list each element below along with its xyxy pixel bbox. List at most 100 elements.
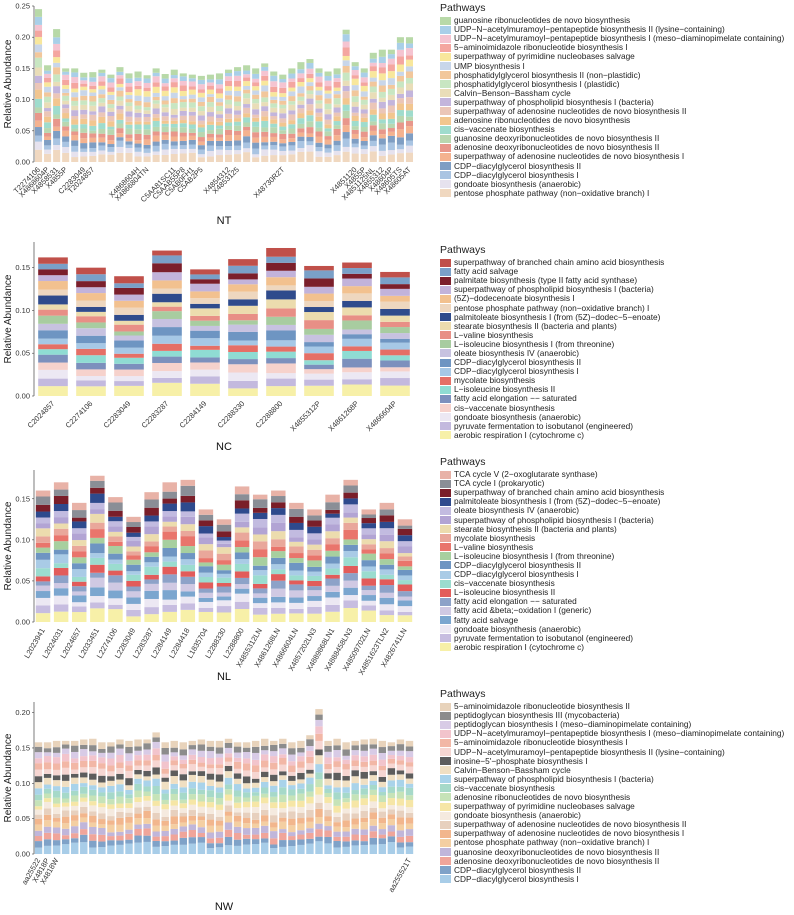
bar-segment [242,812,251,819]
bar-segment [98,72,106,77]
legend-swatch [440,394,451,403]
bar-segment [35,44,43,53]
bar-segment [252,94,260,100]
bar-segment [324,93,332,99]
bar-segment [134,824,142,829]
legend-item: gondoate biosynthesis (anaerobic) [440,811,792,820]
bar-segment [34,836,43,842]
bar-segment [233,742,242,747]
bar-segment [252,137,260,143]
bar-segment [324,128,332,132]
legend-item: UMP biosynthesis I [440,61,792,71]
bar-segment [190,357,220,363]
bar-segment [34,824,43,831]
bar-segment [43,832,52,840]
legend-swatch [440,25,451,34]
bar-segment [234,118,242,122]
bar-segment [233,784,242,791]
bar-segment [198,520,214,527]
bar-segment [396,42,404,50]
bar-segment [369,844,377,854]
bar-segment [76,311,106,317]
bar-segment [243,104,251,108]
legend-item: guanosine ribonucleotides de novo biosyn… [440,16,792,25]
bar-segment [369,825,377,832]
bar-segment [62,104,70,109]
bar-segment [361,509,376,515]
x-tick-label: C2024857 [26,399,57,430]
bar-segment [288,789,296,796]
bar-segment [333,792,341,800]
bar-segment [270,822,278,828]
bar-segment [378,144,386,151]
bar-segment [89,785,97,790]
bar-segment [152,371,182,378]
bar-segment [80,772,88,778]
bar-segment [380,271,410,278]
bar-segment [342,367,372,373]
bar-segment [107,780,115,786]
bar-segment [134,100,142,106]
bar-segment [198,611,214,622]
bar-segment [342,146,350,152]
bar-segment [161,126,169,133]
bar-segment [89,801,97,806]
bar-segment [343,504,358,513]
bar-segment [380,333,410,339]
y-tick-label: 0.00 [15,618,30,627]
bar-segment [234,601,250,609]
bar-segment [378,101,386,109]
bar-segment [161,107,169,113]
bar-segment [351,783,359,791]
bar-segment [72,595,87,603]
bar-segment [52,786,61,791]
bar-segment [360,149,368,155]
bar-segment [261,91,269,98]
bar-segment [126,536,141,542]
bar-segment [107,799,115,805]
bar-segment [369,794,377,802]
legend-label: superpathway of adenosine nucleotides de… [454,152,685,162]
bar-segment [162,547,177,557]
legend-item: cis−vaccenate biosynthesis [440,579,792,588]
legend-item: UDP−N−acetylmuramoyl−pentapeptide biosyn… [440,729,792,738]
bar-segment [380,367,410,372]
bar-segment [71,838,79,843]
bar-segment [288,128,296,134]
bar-segment [342,98,350,105]
bar-segment [170,145,178,149]
bar-segment [234,145,242,151]
bar-segment [134,746,142,751]
bar-segment [144,507,159,516]
bar-segment [71,801,79,806]
bar-segment [396,37,404,43]
bar-segment [116,96,124,101]
bar-segment [143,91,151,97]
bar-segment [271,569,286,575]
bar-segment [324,131,332,137]
bar-segment [188,745,197,750]
bar-segment [98,768,106,776]
bar-segment [126,616,141,622]
bar-segment [396,764,405,771]
bar-segment [134,765,142,770]
legend-swatch [440,543,451,552]
bar-segment [266,378,296,387]
bar-segment [71,773,79,778]
bar-segment [252,570,268,576]
bar-segment [116,835,124,841]
bar-segment [190,298,220,304]
bar-segment [307,560,322,567]
bar-segment [134,147,142,152]
bar-segment [125,753,133,761]
bar-segment [261,825,269,833]
bar-segment [43,742,52,749]
bar-segment [71,815,79,821]
legend-label: UDP−N−acetylmuramoyl−pentapeptide biosyn… [454,25,725,35]
bar-segment [397,519,413,526]
bar-segment [180,546,196,554]
bar-segment [35,581,51,586]
bar-segment [252,512,268,519]
bar-segment [62,130,70,137]
bar-segment [405,103,414,111]
